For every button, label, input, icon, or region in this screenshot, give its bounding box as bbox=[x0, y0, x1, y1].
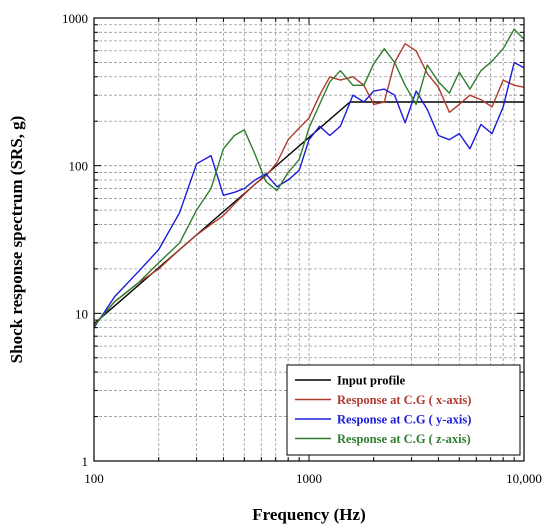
x-axis-title: Frequency (Hz) bbox=[252, 505, 365, 524]
y-axis-title: Shock response spectrum (SRS, g) bbox=[7, 116, 26, 364]
x-tick-label: 1000 bbox=[296, 471, 322, 486]
x-tick-labels: 100 1000 10,000 bbox=[84, 471, 542, 486]
legend-label: Response at C.G ( x-axis) bbox=[337, 393, 471, 407]
x-tick-label: 100 bbox=[84, 471, 104, 486]
y-tick-label: 1000 bbox=[62, 11, 88, 26]
series-line-response-at-c-g-z-axis bbox=[93, 28, 525, 327]
y-tick-label: 1 bbox=[82, 454, 89, 469]
legend-label: Response at C.G ( y-axis) bbox=[337, 413, 471, 427]
tick-marks bbox=[94, 18, 524, 461]
series-line-response-at-c-g-x-axis bbox=[93, 43, 525, 326]
series-lines bbox=[93, 28, 525, 328]
series-line-response-at-c-g-y-axis bbox=[93, 61, 525, 328]
y-tick-label: 100 bbox=[69, 159, 89, 174]
legend-label: Response at C.G ( z-axis) bbox=[337, 432, 471, 446]
y-tick-label: 10 bbox=[75, 306, 88, 321]
legend: Input profile Response at C.G ( x-axis) Re… bbox=[286, 364, 521, 456]
y-tick-labels: 1 10 100 1000 bbox=[62, 11, 88, 469]
x-tick-label: 10,000 bbox=[506, 471, 542, 486]
legend-label: Input profile bbox=[337, 374, 406, 388]
